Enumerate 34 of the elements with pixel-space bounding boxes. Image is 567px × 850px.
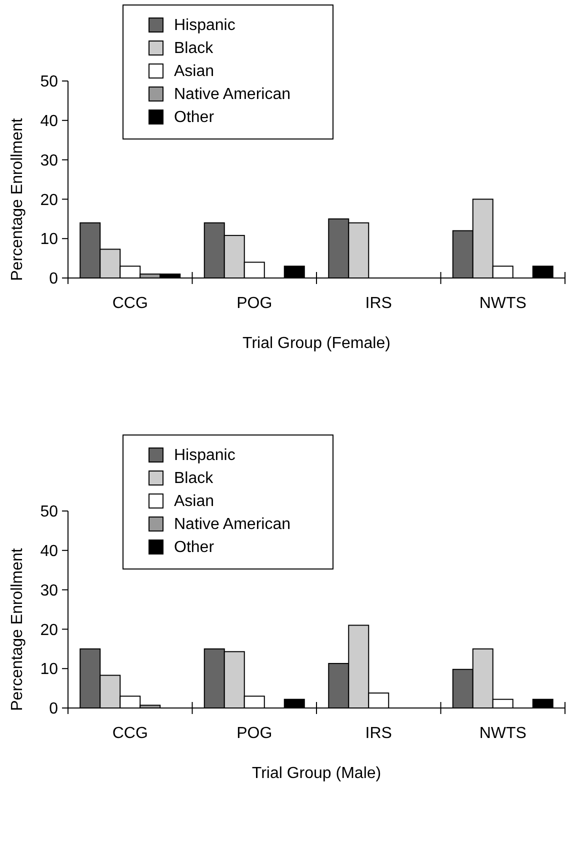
y-tick-label: 40 [40, 543, 58, 560]
x-tick-label: NWTS [479, 295, 526, 312]
y-tick-label: 50 [40, 504, 58, 521]
x-tick-label: CCG [112, 295, 148, 312]
legend-label: Native American [174, 516, 290, 533]
x-tick-label: POG [236, 725, 272, 742]
x-tick-label: POG [236, 295, 272, 312]
x-tick-label: NWTS [479, 725, 526, 742]
y-tick-label: 0 [49, 270, 58, 288]
legend-label: Asian [174, 493, 214, 510]
legend-label: Hispanic [174, 17, 236, 34]
x-axis-title: Trial Group (Female) [242, 335, 390, 352]
y-tick-label: 20 [40, 622, 58, 639]
y-tick-label: 50 [40, 74, 58, 91]
y-axis-title: Percentage Enrollment [9, 118, 26, 281]
y-tick-label: 20 [40, 192, 58, 209]
x-tick-label: CCG [112, 725, 148, 742]
legend-label: Black [174, 40, 214, 57]
x-tick-label: IRS [365, 295, 392, 312]
legend-label: Other [174, 539, 215, 556]
x-axis-title: Trial Group (Male) [252, 765, 382, 782]
y-tick-label: 10 [40, 231, 58, 248]
y-axis-title: Percentage Enrollment [9, 548, 26, 711]
legend-label: Hispanic [174, 447, 236, 464]
y-tick-label: 0 [49, 700, 58, 718]
legend-label: Black [174, 470, 214, 487]
x-tick-label: IRS [365, 725, 392, 742]
y-tick-label: 40 [40, 113, 58, 130]
y-tick-label: 30 [40, 582, 58, 600]
legend-label: Asian [174, 63, 214, 80]
legend-label: Native American [174, 86, 290, 103]
legend-label: Other [174, 109, 215, 126]
y-tick-label: 30 [40, 152, 58, 170]
y-tick-label: 10 [40, 661, 58, 678]
